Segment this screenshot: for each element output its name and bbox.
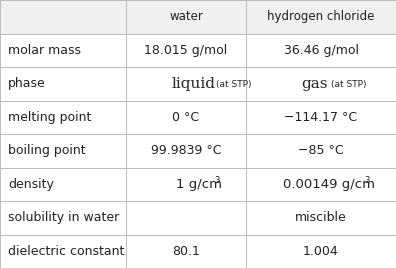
Bar bbox=[0, 234, 126, 268]
Text: miscible: miscible bbox=[295, 211, 347, 224]
Bar bbox=[126, 201, 246, 234]
Text: boiling point: boiling point bbox=[8, 144, 86, 157]
Text: 3: 3 bbox=[364, 176, 369, 185]
Text: −114.17 °C: −114.17 °C bbox=[284, 111, 358, 124]
Text: phase: phase bbox=[8, 77, 46, 90]
Text: solubility in water: solubility in water bbox=[8, 211, 119, 224]
Bar bbox=[246, 201, 396, 234]
Text: 36.46 g/mol: 36.46 g/mol bbox=[284, 44, 358, 57]
Text: molar mass: molar mass bbox=[8, 44, 81, 57]
Bar bbox=[246, 0, 396, 34]
Bar bbox=[126, 34, 246, 67]
Bar bbox=[0, 67, 126, 100]
Bar bbox=[246, 67, 396, 100]
Text: density: density bbox=[8, 178, 54, 191]
Bar bbox=[246, 134, 396, 168]
Bar bbox=[0, 0, 126, 34]
Bar bbox=[246, 34, 396, 67]
Bar bbox=[246, 234, 396, 268]
Text: (at STP): (at STP) bbox=[216, 80, 251, 89]
Bar bbox=[126, 168, 246, 201]
Text: melting point: melting point bbox=[8, 111, 91, 124]
Bar bbox=[126, 234, 246, 268]
Bar bbox=[126, 67, 246, 100]
Text: 1.004: 1.004 bbox=[303, 245, 339, 258]
Bar bbox=[246, 168, 396, 201]
Bar bbox=[126, 100, 246, 134]
Bar bbox=[126, 0, 246, 34]
Text: 0 °C: 0 °C bbox=[172, 111, 200, 124]
Bar bbox=[0, 134, 126, 168]
Text: 1 g/cm: 1 g/cm bbox=[176, 178, 222, 191]
Text: 99.9839 °C: 99.9839 °C bbox=[151, 144, 221, 157]
Text: water: water bbox=[169, 10, 203, 23]
Bar bbox=[126, 134, 246, 168]
Text: 0.00149 g/cm: 0.00149 g/cm bbox=[283, 178, 375, 191]
Text: 80.1: 80.1 bbox=[172, 245, 200, 258]
Bar bbox=[0, 34, 126, 67]
Bar bbox=[0, 201, 126, 234]
Text: hydrogen chloride: hydrogen chloride bbox=[267, 10, 375, 23]
Text: liquid: liquid bbox=[172, 77, 216, 91]
Text: (at STP): (at STP) bbox=[331, 80, 367, 89]
Bar bbox=[0, 100, 126, 134]
Bar bbox=[0, 168, 126, 201]
Text: gas: gas bbox=[301, 77, 327, 91]
Text: dielectric constant: dielectric constant bbox=[8, 245, 124, 258]
Text: −85 °C: −85 °C bbox=[298, 144, 344, 157]
Text: 3: 3 bbox=[214, 176, 219, 185]
Text: 18.015 g/mol: 18.015 g/mol bbox=[145, 44, 228, 57]
Bar bbox=[246, 100, 396, 134]
